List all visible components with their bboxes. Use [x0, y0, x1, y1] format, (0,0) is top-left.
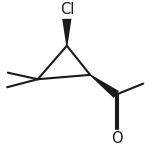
Polygon shape	[90, 74, 119, 98]
Polygon shape	[62, 19, 72, 46]
Text: O: O	[111, 131, 123, 146]
Text: Cl: Cl	[60, 2, 74, 17]
